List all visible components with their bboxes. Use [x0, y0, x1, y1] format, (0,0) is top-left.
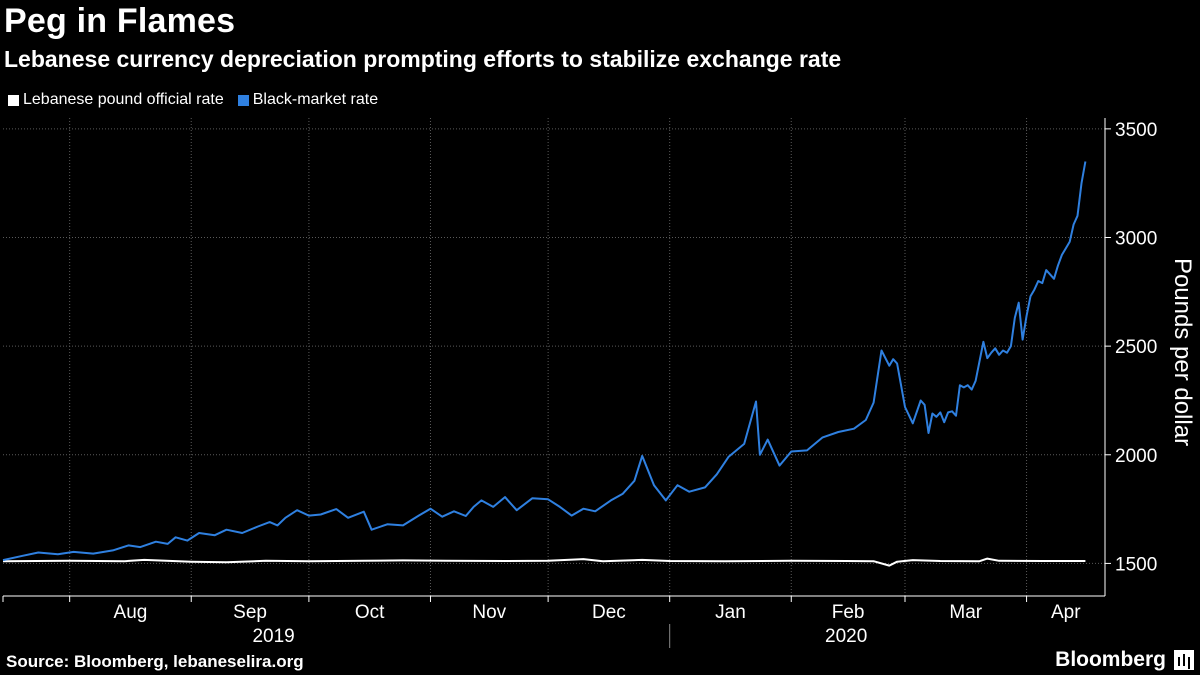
year-label: 2020: [825, 626, 867, 647]
x-tick-label: Feb: [832, 602, 865, 623]
y-tick-label: 1500: [1115, 554, 1157, 575]
y-axis-title: Pounds per dollar: [1169, 258, 1196, 446]
year-label: 2019: [252, 626, 294, 647]
legend-swatch-official: [8, 94, 19, 106]
x-tick-label: Sep: [233, 602, 267, 623]
chart-title: Peg in Flames: [4, 2, 236, 40]
official-rate-line: [2, 557, 1086, 567]
chart-legend: Lebanese pound official rate Black-marke…: [8, 91, 378, 109]
y-tick-label: 2500: [1115, 337, 1157, 358]
x-tick-label: Oct: [355, 602, 385, 623]
x-tick-label: Aug: [114, 602, 148, 623]
black-market-rate-line: [2, 161, 1087, 562]
x-tick-label: Mar: [949, 602, 982, 623]
legend-item-black-market: Black-market rate: [237, 91, 379, 109]
brand-logo-text: Bloomberg: [1055, 648, 1166, 671]
legend-label-black-market: Black-market rate: [252, 91, 379, 108]
bloomberg-terminal-icon: [1174, 650, 1194, 670]
x-tick-label: Jan: [715, 602, 746, 623]
x-tick-label: Dec: [592, 602, 626, 623]
x-tick-label: Apr: [1051, 602, 1081, 623]
legend-label-official: Lebanese pound official rate: [23, 91, 224, 108]
y-tick-label: 2000: [1115, 446, 1157, 467]
legend-swatch-black-market: [237, 94, 249, 106]
source-note: Source: Bloomberg, lebaneselira.org: [6, 652, 304, 671]
chart-subtitle: Lebanese currency depreciation prompting…: [4, 46, 842, 72]
y-tick-label: 3000: [1115, 229, 1157, 250]
x-tick-label: Nov: [472, 602, 506, 623]
legend-item-official: Lebanese pound official rate: [8, 91, 224, 109]
y-tick-label: 3500: [1115, 120, 1157, 141]
